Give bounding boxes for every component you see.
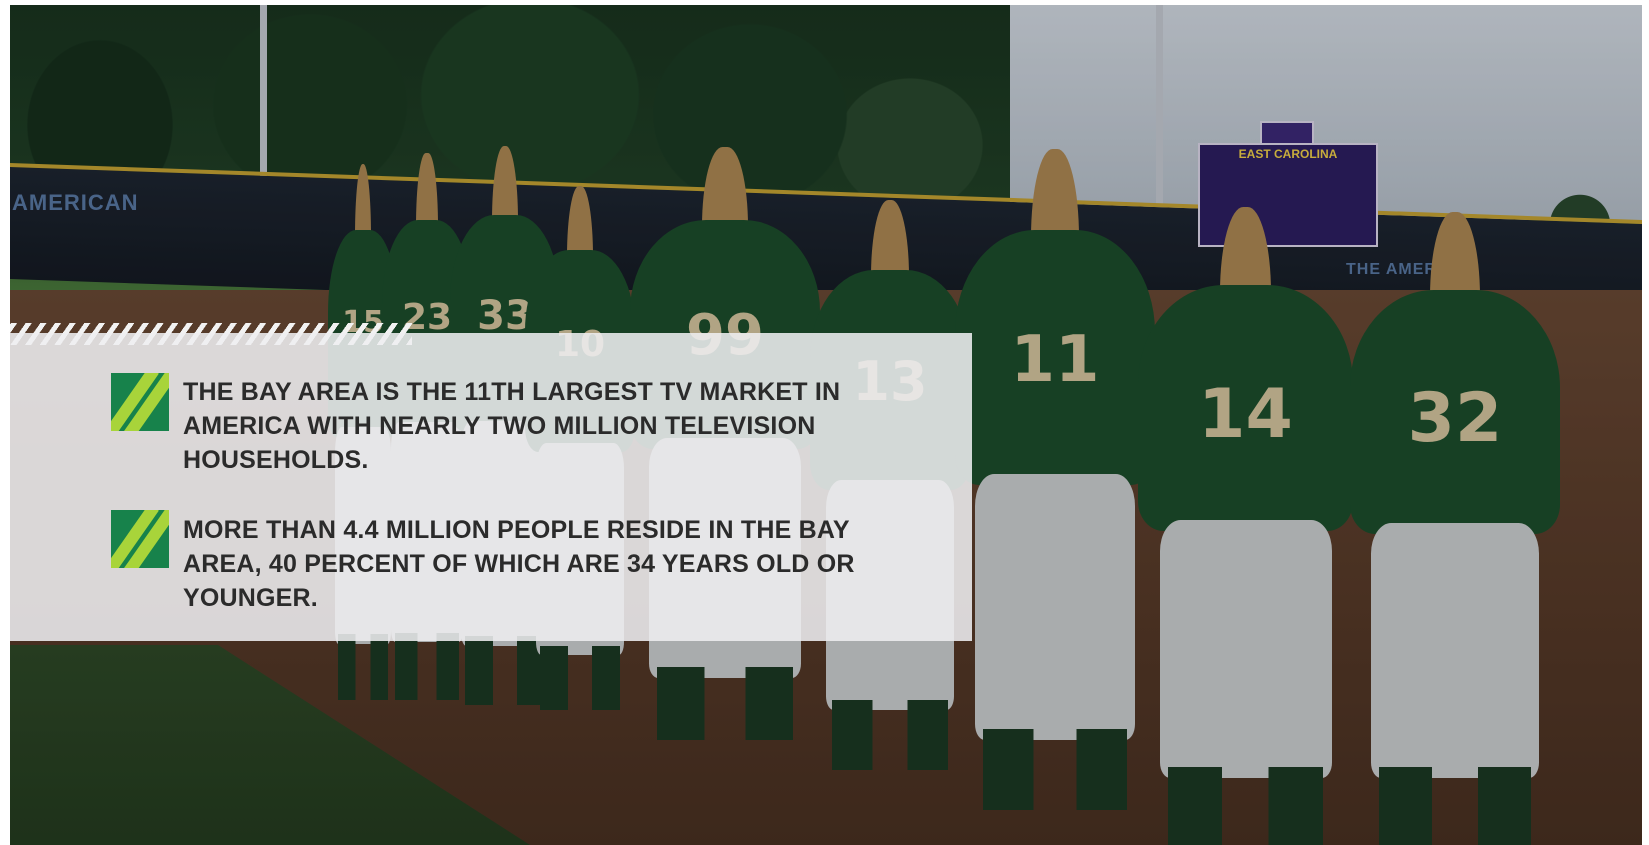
player: 11	[955, 148, 1155, 810]
player-socks	[983, 728, 1127, 810]
light-pole	[260, 5, 267, 195]
player-socks	[832, 700, 948, 770]
player-pants	[1371, 523, 1539, 779]
jersey-number: 14	[1198, 374, 1293, 454]
double-slash-bullet-icon	[111, 510, 169, 568]
stats-panel	[10, 333, 972, 641]
player-jersey	[1138, 285, 1353, 532]
player-socks	[1379, 767, 1531, 845]
player-socks	[656, 667, 794, 740]
player-socks	[337, 634, 389, 700]
scoreboard: EAST CAROLINA	[1198, 143, 1378, 247]
player-socks	[465, 636, 545, 705]
player: 14	[1138, 206, 1353, 845]
jersey-number: 11	[1010, 322, 1100, 397]
double-slash-bullet-icon	[111, 373, 169, 431]
hero-photo: AMERICAN THE AMERICAN EAST CAROLINA 15 2…	[10, 5, 1642, 845]
stat-population: MORE THAN 4.4 MILLION PEOPLE RESIDE IN T…	[183, 516, 855, 612]
stat-tv-market: THE BAY AREA IS THE 11TH LARGEST TV MARK…	[183, 378, 841, 474]
player-jersey	[955, 230, 1155, 486]
player-socks	[394, 632, 460, 700]
player: 32	[1350, 212, 1560, 845]
player-pants	[975, 473, 1135, 741]
jersey-number: 33	[477, 293, 533, 340]
jersey-number: 32	[1407, 378, 1503, 458]
player-jersey	[1350, 290, 1560, 535]
player-socks	[1168, 766, 1323, 845]
player-pants	[1159, 520, 1332, 778]
player-socks	[540, 645, 620, 710]
wall-label-left: AMERICAN	[12, 190, 139, 215]
scoreboard-title: EAST CAROLINA	[1238, 147, 1338, 161]
light-pole	[1156, 5, 1163, 245]
